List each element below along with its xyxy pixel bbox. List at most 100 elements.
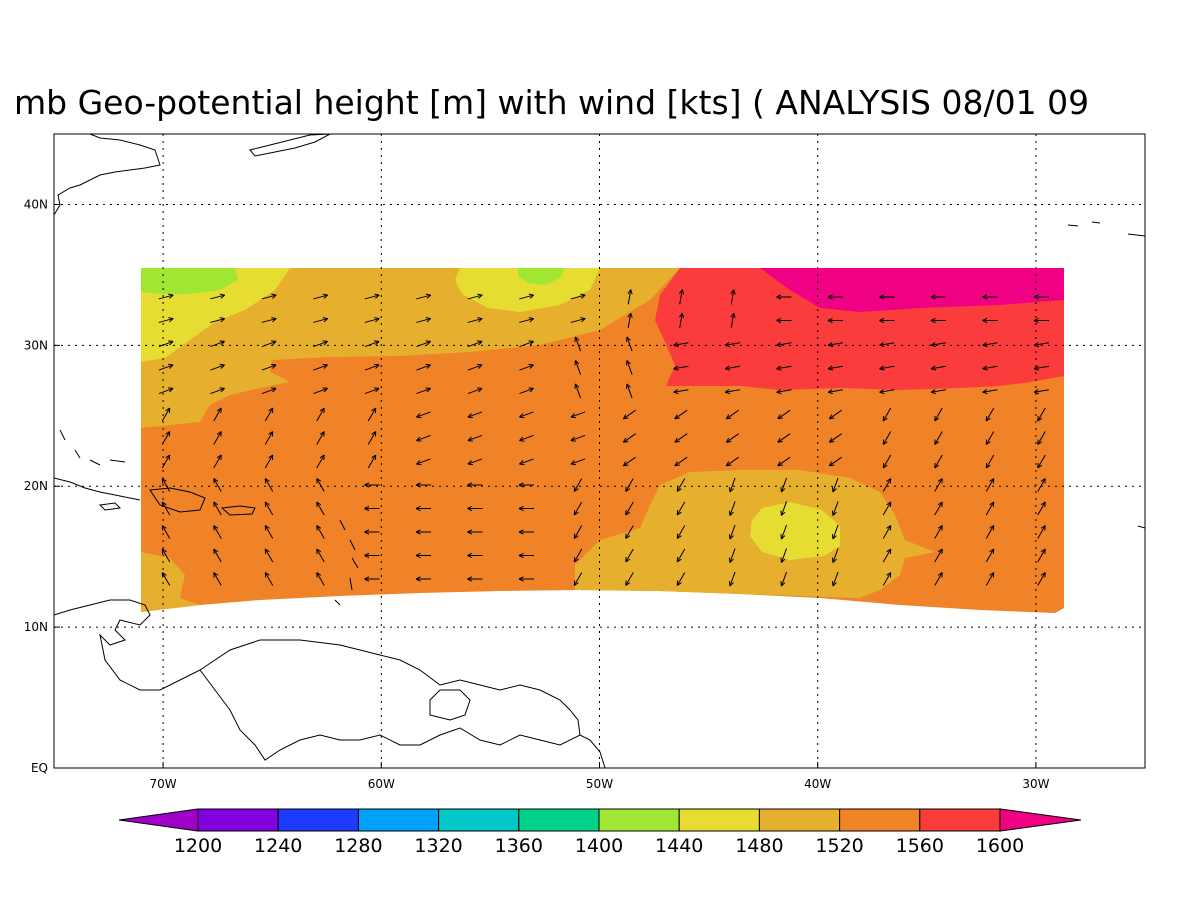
wind-arrow bbox=[416, 293, 432, 300]
wind-arrow bbox=[730, 289, 736, 305]
wind-arrow bbox=[776, 365, 792, 371]
coastline-bahamas bbox=[59, 429, 126, 466]
wind-arrow bbox=[985, 501, 995, 516]
field-1400-1440-north bbox=[518, 268, 565, 285]
wind-arrow bbox=[930, 388, 946, 395]
wind-arrow bbox=[364, 293, 380, 300]
wind-arrow bbox=[1033, 341, 1049, 348]
coastline-venezuela bbox=[199, 639, 581, 736]
wind-arrow bbox=[882, 572, 892, 586]
wind-arrow bbox=[573, 478, 583, 492]
wind-arrow bbox=[364, 576, 380, 582]
wind-arrow bbox=[264, 407, 274, 422]
wind-arrow bbox=[827, 317, 843, 324]
wind-arrow bbox=[313, 317, 329, 323]
wind-arrow bbox=[625, 360, 633, 375]
wind-arrow bbox=[316, 525, 325, 539]
coastline-jamaica bbox=[98, 502, 122, 511]
x-tick-label: 40W bbox=[804, 777, 831, 791]
wind-arrow bbox=[570, 458, 586, 466]
wind-arrow bbox=[570, 411, 586, 419]
wind-arrow bbox=[728, 571, 736, 587]
wind-arrow bbox=[161, 478, 171, 492]
wind-arrow bbox=[879, 365, 895, 371]
wind-arrow bbox=[982, 388, 998, 395]
colorbar-swatch bbox=[598, 808, 680, 832]
coastline-nova-scotia bbox=[249, 134, 331, 157]
wind-arrow bbox=[574, 336, 582, 352]
wind-arrow bbox=[574, 383, 582, 399]
wind-arrow bbox=[519, 293, 535, 300]
wind-arrow bbox=[985, 548, 995, 563]
wind-arrow bbox=[879, 317, 895, 324]
wind-arrow bbox=[364, 317, 380, 323]
wind-arrow bbox=[161, 407, 171, 422]
wind-arrow bbox=[827, 388, 843, 395]
wind-arrow bbox=[367, 407, 377, 422]
wind-arrow bbox=[573, 548, 583, 563]
wind-arrow bbox=[213, 454, 222, 469]
wind-arrow bbox=[724, 365, 740, 371]
wind-vectors bbox=[158, 289, 1049, 587]
wind-arrow bbox=[676, 525, 686, 539]
wind-arrow bbox=[367, 454, 377, 469]
wind-arrow bbox=[158, 363, 174, 371]
wind-arrow bbox=[316, 454, 325, 469]
wind-arrow bbox=[1037, 572, 1046, 586]
wind-arrow bbox=[313, 293, 329, 300]
wind-arrow bbox=[264, 454, 274, 469]
colorbar-low-arrow bbox=[118, 808, 199, 832]
wind-arrow bbox=[161, 454, 171, 469]
wind-arrow bbox=[158, 293, 174, 300]
wind-arrow bbox=[416, 340, 431, 348]
wind-arrow bbox=[780, 501, 788, 516]
wind-arrow bbox=[882, 478, 892, 492]
field-1400-1440-west bbox=[141, 268, 238, 294]
wind-arrow bbox=[1037, 407, 1046, 422]
wind-arrow bbox=[467, 458, 483, 466]
wind-arrow bbox=[882, 501, 892, 516]
wind-arrow bbox=[676, 572, 686, 586]
wind-arrow bbox=[882, 548, 892, 563]
wind-arrow bbox=[313, 363, 328, 371]
wind-arrow bbox=[625, 383, 633, 399]
wind-arrow bbox=[264, 478, 274, 492]
wind-arrow bbox=[264, 501, 274, 516]
colorbar-label: 1360 bbox=[495, 835, 543, 857]
wind-arrow bbox=[1033, 294, 1049, 300]
colorbar-label: 1560 bbox=[896, 835, 944, 857]
wind-arrow bbox=[882, 431, 892, 445]
wind-arrow bbox=[622, 433, 636, 443]
wind-arrow bbox=[518, 482, 534, 488]
wind-arrow bbox=[210, 340, 225, 348]
wind-arrow bbox=[316, 501, 325, 516]
wind-arrow bbox=[1037, 525, 1046, 539]
wind-arrow bbox=[1037, 478, 1046, 492]
wind-arrow bbox=[364, 387, 380, 395]
wind-arrow bbox=[625, 501, 634, 516]
wind-arrow bbox=[467, 363, 483, 371]
wind-arrow bbox=[467, 576, 483, 582]
wind-arrow bbox=[725, 433, 739, 443]
wind-arrow bbox=[724, 341, 740, 348]
chart-title: mb Geo-potential height [m] with wind [k… bbox=[14, 83, 1089, 122]
wind-arrow bbox=[678, 312, 685, 328]
wind-arrow bbox=[158, 387, 174, 395]
wind-arrow bbox=[828, 409, 842, 420]
x-tick-label: 50W bbox=[586, 777, 613, 791]
wind-arrow bbox=[210, 387, 225, 395]
wind-arrow bbox=[674, 433, 688, 443]
wind-arrow bbox=[882, 454, 892, 469]
wind-arrow bbox=[264, 431, 274, 445]
wind-arrow bbox=[985, 407, 995, 422]
field-1520-1560-blob bbox=[834, 460, 868, 478]
wind-arrow bbox=[573, 501, 583, 516]
wind-arrow bbox=[725, 409, 739, 420]
wind-arrow bbox=[316, 548, 325, 563]
wind-arrow bbox=[828, 456, 842, 467]
wind-arrow bbox=[213, 525, 222, 539]
wind-arrow bbox=[831, 524, 839, 540]
wind-arrow bbox=[213, 407, 222, 422]
wind-arrow bbox=[261, 317, 277, 323]
wind-arrow bbox=[831, 501, 839, 516]
